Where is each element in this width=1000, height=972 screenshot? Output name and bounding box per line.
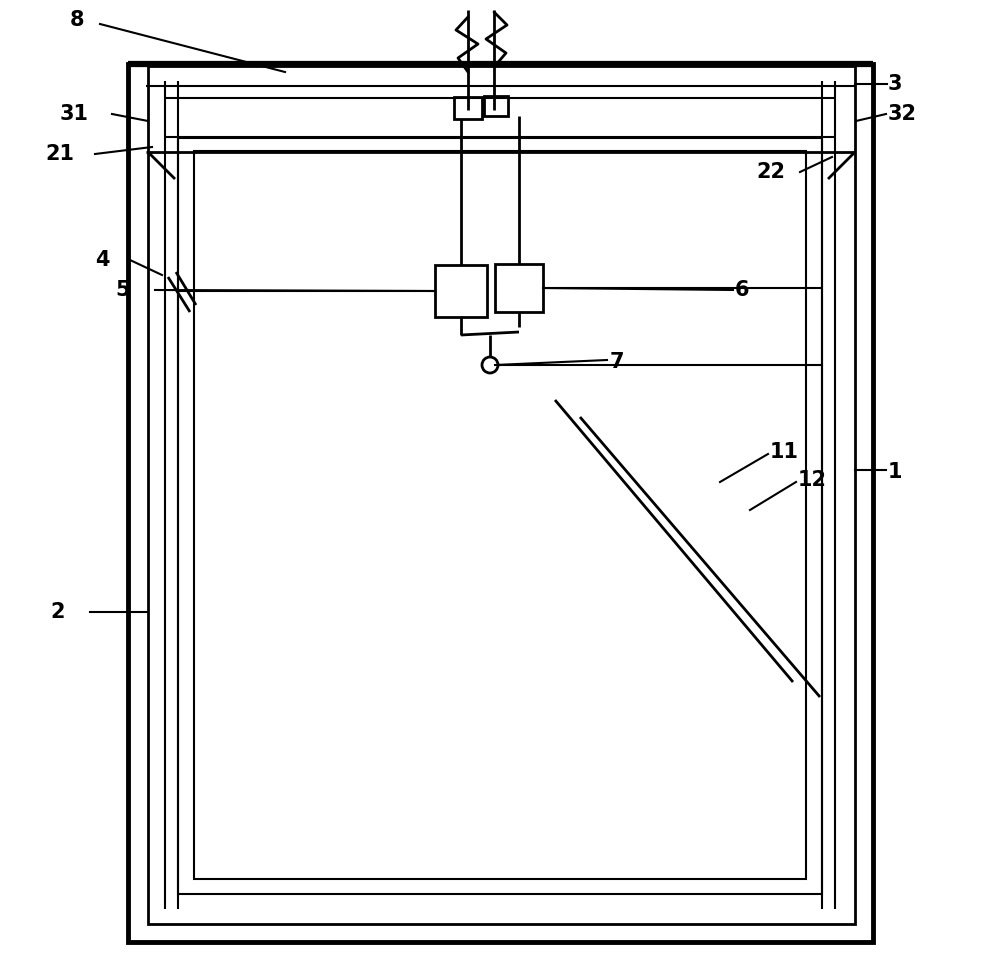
Text: 4: 4 <box>95 250 110 270</box>
Text: 2: 2 <box>50 602 64 622</box>
Text: 22: 22 <box>756 162 785 182</box>
Bar <box>128 64 873 942</box>
Text: 3: 3 <box>888 74 902 94</box>
Text: 6: 6 <box>735 280 750 300</box>
Bar <box>454 97 482 119</box>
Text: 32: 32 <box>888 104 917 124</box>
Text: 8: 8 <box>70 10 84 30</box>
Text: 5: 5 <box>115 280 130 300</box>
Bar <box>484 96 508 116</box>
Bar <box>148 66 855 924</box>
Bar <box>435 265 487 317</box>
Text: 21: 21 <box>45 144 74 164</box>
Bar <box>178 138 822 894</box>
Text: 7: 7 <box>610 352 624 372</box>
Text: 31: 31 <box>60 104 89 124</box>
Bar <box>194 151 806 879</box>
Bar <box>495 264 543 312</box>
Text: 11: 11 <box>770 442 799 462</box>
Text: 1: 1 <box>888 462 902 482</box>
Text: 12: 12 <box>798 470 827 490</box>
